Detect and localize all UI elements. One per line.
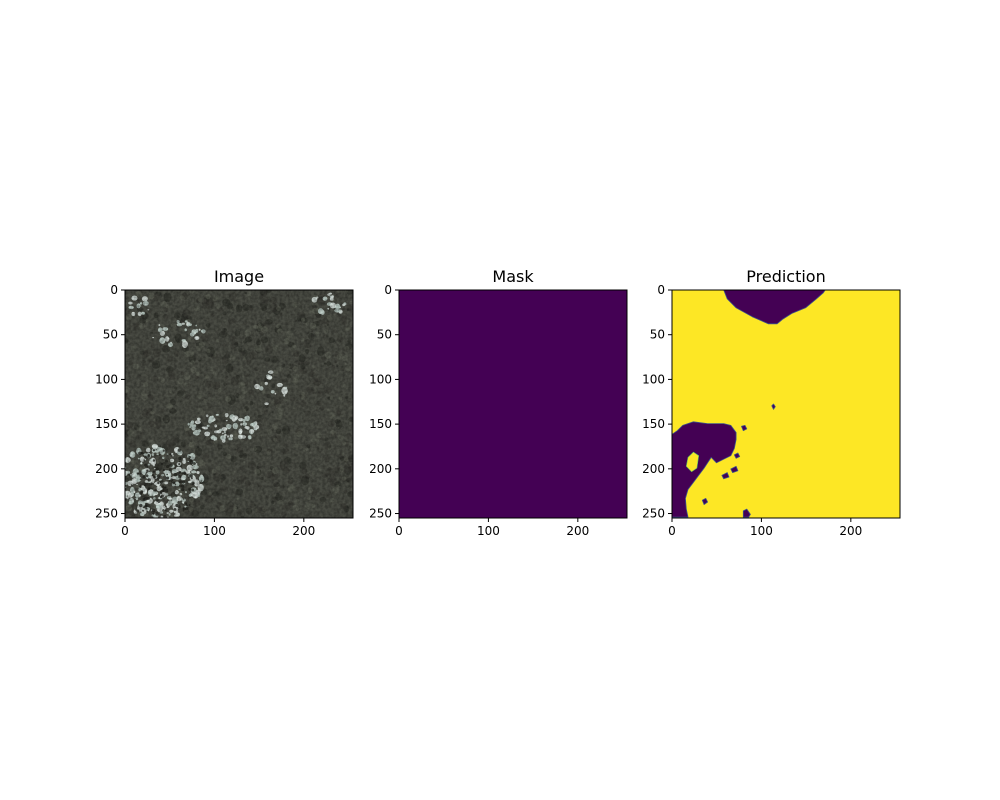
prediction-y-tick-label: 200: [642, 462, 665, 476]
image-x-tick-label: 200: [292, 524, 315, 538]
image-y-tick-label: 150: [95, 417, 118, 431]
mask-y-tick-label: 50: [377, 328, 392, 342]
prediction-panel: Prediction 0 100 200 0 50 100 150 200 250: [642, 267, 901, 538]
image-x-tick-label: 100: [203, 524, 226, 538]
mask-y-tick-label: 200: [369, 462, 392, 476]
image-light-patch: [120, 466, 123, 470]
prediction-y-tick-label: 0: [657, 283, 665, 297]
image-light-patch: [119, 486, 121, 487]
image-axes-frame: [124, 289, 354, 519]
mask-y-tick-label: 250: [369, 507, 392, 521]
mask-y-tick-label: 0: [384, 283, 392, 297]
prediction-y-tick-label: 250: [642, 507, 665, 521]
prediction-y-tick-label: 50: [650, 328, 665, 342]
prediction-region-speck: [721, 472, 730, 480]
mask-axes-frame: [398, 289, 628, 519]
image-x-tick-label: 0: [121, 524, 129, 538]
prediction-x-tick-label: 0: [668, 524, 676, 538]
image-panel: Image 0 100 200 0 50 100 150 200 250: [95, 267, 354, 538]
mask-y-tick-label: 100: [369, 372, 392, 386]
prediction-region-speck: [741, 424, 748, 432]
mask-y-tick-label: 150: [369, 417, 392, 431]
prediction-title: Prediction: [746, 267, 825, 286]
image-light-patch: [118, 481, 124, 488]
image-y-tick-label: 0: [110, 283, 118, 297]
prediction-y-tick-label: 100: [642, 372, 665, 386]
prediction-region-speck: [742, 508, 751, 518]
mask-x-tick-label: 0: [395, 524, 403, 538]
mask-x-tick-label: 200: [566, 524, 589, 538]
image-y-tick-label: 200: [95, 462, 118, 476]
image-y-tick-label: 250: [95, 507, 118, 521]
prediction-region-top-blob: [723, 290, 826, 325]
prediction-x-tick-label: 200: [839, 524, 862, 538]
image-title: Image: [214, 267, 264, 286]
mask-title: Mask: [492, 267, 534, 286]
mask-panel: Mask 0 100 200 0 50 100 150 200 250: [369, 267, 628, 538]
prediction-region-speck: [701, 497, 708, 506]
prediction-region-hole: [685, 451, 700, 473]
prediction-content: [672, 290, 900, 518]
prediction-y-tick-label: 150: [642, 417, 665, 431]
prediction-axes-frame: [671, 289, 901, 519]
prediction-region-speck: [733, 452, 741, 459]
mask-content: [399, 290, 627, 518]
image-y-tick-label: 100: [95, 372, 118, 386]
mask-x-tick-label: 100: [477, 524, 500, 538]
prediction-region-left-blob: [672, 421, 737, 518]
image-y-tick-label: 50: [103, 328, 118, 342]
prediction-x-tick-label: 100: [750, 524, 773, 538]
prediction-region-speck: [730, 465, 739, 474]
prediction-region-speck: [771, 403, 776, 410]
image-content: [118, 290, 353, 518]
